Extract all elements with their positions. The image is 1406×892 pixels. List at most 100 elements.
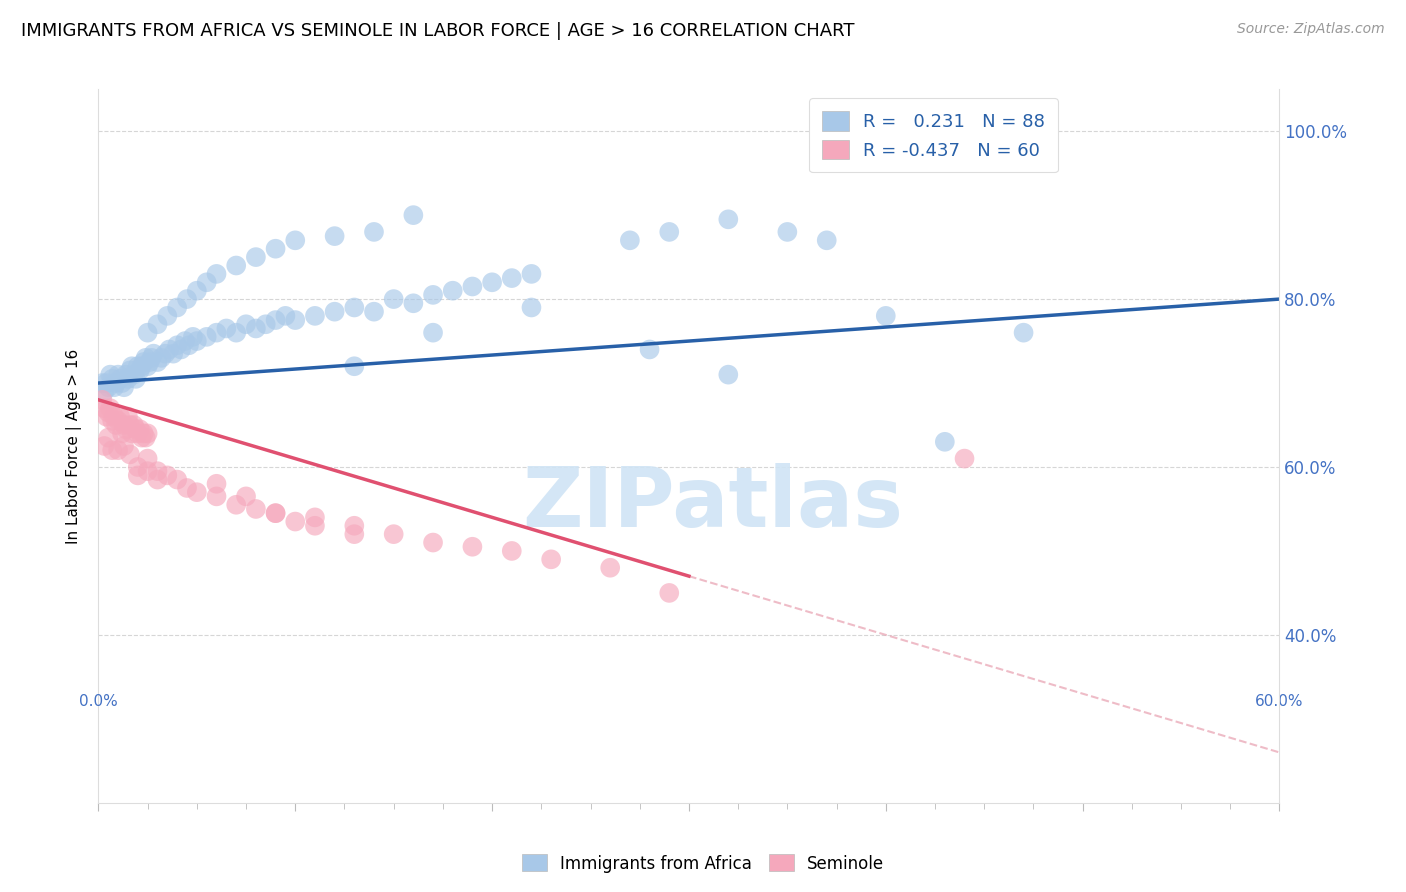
Point (118, 417, 141, 432)
Point (112, 417, 135, 432)
Point (136, 326, 159, 340)
Point (501, 544, 523, 558)
Point (93, 384, 115, 399)
Point (136, 426, 159, 441)
Point (481, 275, 503, 289)
Point (186, 334, 208, 348)
Point (141, 351, 163, 365)
Point (117, 372, 139, 386)
Point (121, 426, 143, 441)
Point (658, 225, 681, 239)
Point (176, 481, 198, 495)
Point (205, 489, 228, 503)
Point (97, 380, 120, 394)
Point (343, 518, 366, 533)
Point (103, 409, 125, 424)
Point (118, 447, 141, 461)
Point (131, 359, 153, 374)
Point (382, 527, 405, 541)
Point (422, 535, 444, 549)
Point (776, 225, 799, 239)
Point (422, 326, 444, 340)
Point (343, 527, 366, 541)
Point (181, 330, 204, 344)
Point (461, 540, 484, 554)
Point (101, 414, 124, 428)
Point (128, 422, 150, 436)
Point (136, 359, 159, 374)
Point (115, 422, 138, 436)
Point (284, 233, 307, 247)
Point (166, 301, 188, 315)
Point (146, 464, 169, 478)
Text: Source: ZipAtlas.com: Source: ZipAtlas.com (1237, 22, 1385, 37)
Point (205, 267, 228, 281)
Point (717, 368, 740, 382)
Point (118, 363, 141, 377)
Point (155, 346, 177, 360)
Point (245, 321, 267, 335)
Point (284, 515, 307, 529)
Point (619, 233, 641, 247)
Point (121, 359, 143, 374)
Point (195, 330, 218, 344)
Point (132, 426, 155, 441)
Point (91, 392, 114, 407)
Point (107, 414, 129, 428)
Point (245, 250, 267, 264)
Point (174, 334, 197, 348)
Point (441, 284, 464, 298)
Point (254, 318, 277, 332)
Point (108, 372, 131, 386)
Point (461, 279, 484, 293)
Point (131, 431, 153, 445)
Point (125, 372, 148, 386)
Point (225, 498, 247, 512)
Point (142, 346, 165, 360)
Point (363, 225, 385, 239)
Point (108, 409, 131, 424)
Point (156, 468, 179, 483)
Point (323, 304, 346, 318)
Point (176, 292, 198, 306)
Point (122, 368, 145, 382)
Point (93, 401, 115, 416)
Legend: Immigrants from Africa, Seminole: Immigrants from Africa, Seminole (515, 847, 891, 880)
Point (107, 443, 129, 458)
Point (93, 439, 115, 453)
Point (195, 275, 218, 289)
Point (170, 343, 193, 357)
Point (128, 363, 150, 377)
Point (111, 426, 134, 441)
Point (225, 259, 247, 273)
Point (225, 326, 247, 340)
Point (101, 443, 124, 458)
Point (343, 359, 366, 374)
Point (520, 267, 543, 281)
Point (953, 451, 976, 466)
Point (205, 476, 228, 491)
Point (111, 376, 134, 390)
Point (156, 309, 179, 323)
Point (599, 560, 621, 574)
Point (363, 304, 385, 318)
Point (122, 417, 145, 432)
Point (501, 271, 523, 285)
Point (304, 510, 326, 524)
Point (658, 586, 681, 600)
Point (101, 372, 124, 386)
Point (540, 552, 562, 566)
Point (146, 473, 169, 487)
Point (97, 431, 120, 445)
Legend: R =   0.231   N = 88, R = -0.437   N = 60: R = 0.231 N = 88, R = -0.437 N = 60 (810, 98, 1057, 172)
Point (136, 451, 159, 466)
Point (264, 506, 287, 520)
Point (264, 506, 287, 520)
Point (177, 338, 200, 352)
Point (815, 233, 838, 247)
Point (135, 351, 157, 365)
Point (402, 208, 425, 222)
Point (717, 212, 740, 227)
Point (304, 309, 326, 323)
Point (117, 409, 139, 424)
